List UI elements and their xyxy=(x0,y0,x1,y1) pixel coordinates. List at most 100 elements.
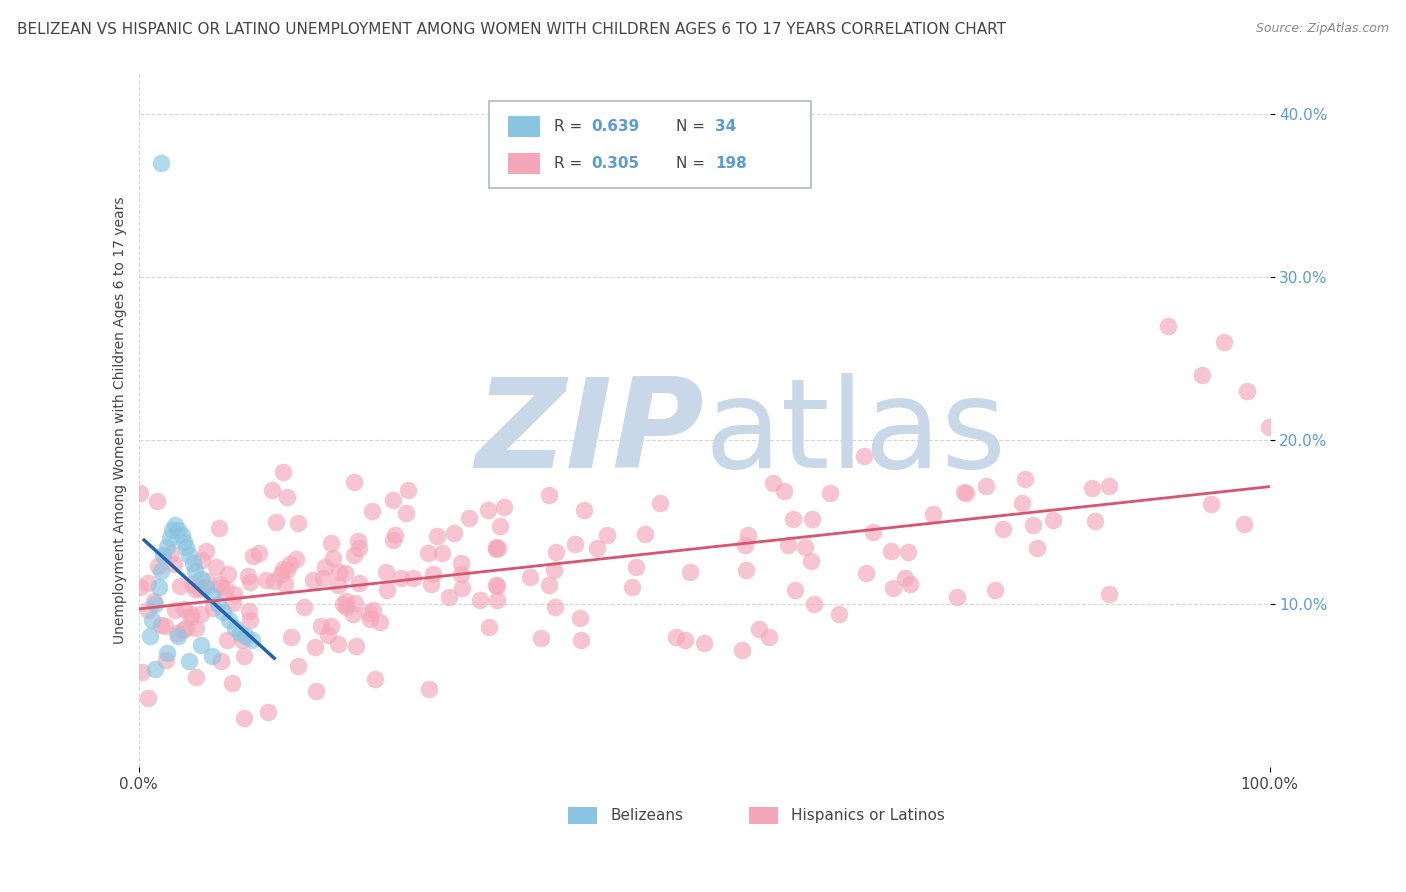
Point xyxy=(284,551,307,566)
Point xyxy=(173,534,195,549)
Point xyxy=(361,504,384,518)
Point xyxy=(485,541,508,555)
Point xyxy=(564,537,586,551)
Point xyxy=(1084,514,1107,528)
Point xyxy=(257,705,280,719)
Point xyxy=(489,518,512,533)
Point xyxy=(458,510,481,524)
Point xyxy=(233,710,256,724)
Point xyxy=(530,632,553,646)
Point xyxy=(156,540,179,554)
Point xyxy=(191,581,214,595)
Text: ZIP: ZIP xyxy=(475,374,704,494)
Point xyxy=(129,580,152,594)
Point xyxy=(543,563,565,577)
Point xyxy=(314,559,336,574)
Point xyxy=(229,626,252,640)
Point xyxy=(335,600,357,615)
Point xyxy=(955,486,977,500)
Point xyxy=(620,580,643,594)
Point xyxy=(731,643,754,657)
Point xyxy=(316,628,339,642)
Point xyxy=(818,486,841,500)
Point xyxy=(396,483,419,497)
Point xyxy=(478,620,501,634)
Point xyxy=(626,560,648,574)
Point xyxy=(880,543,903,558)
Text: Source: ZipAtlas.com: Source: ZipAtlas.com xyxy=(1256,22,1389,36)
Point xyxy=(190,638,212,652)
Point xyxy=(274,576,297,591)
Point xyxy=(1191,368,1213,383)
Point xyxy=(150,564,173,578)
Point xyxy=(332,597,354,611)
Point xyxy=(773,484,796,499)
Point xyxy=(1011,496,1033,510)
Point xyxy=(209,654,232,668)
Point xyxy=(136,603,159,617)
Point xyxy=(302,573,325,587)
Point xyxy=(205,559,228,574)
Point xyxy=(782,512,804,526)
Point xyxy=(239,613,262,627)
Point xyxy=(201,601,224,615)
Point xyxy=(450,566,472,581)
Point xyxy=(375,565,398,579)
Point xyxy=(450,556,472,570)
Point xyxy=(801,512,824,526)
Point xyxy=(634,527,657,541)
Point xyxy=(375,583,398,598)
Point xyxy=(201,589,224,603)
Point xyxy=(312,571,335,585)
Point xyxy=(333,566,356,581)
Point xyxy=(983,582,1005,597)
Point xyxy=(172,623,194,637)
Point xyxy=(1258,419,1281,434)
Point xyxy=(266,515,288,529)
Point xyxy=(1236,384,1258,399)
Point xyxy=(1081,481,1104,495)
Point xyxy=(131,665,153,679)
Point xyxy=(783,582,806,597)
Point xyxy=(538,577,561,591)
Point xyxy=(276,563,298,577)
Point xyxy=(596,528,619,542)
Point xyxy=(304,640,326,655)
Point xyxy=(693,635,716,649)
Text: 34: 34 xyxy=(716,119,737,134)
Point xyxy=(136,576,159,591)
Point xyxy=(1157,319,1180,334)
Point xyxy=(852,450,875,464)
Point xyxy=(922,507,945,521)
Text: 0.305: 0.305 xyxy=(591,156,640,170)
Text: 198: 198 xyxy=(716,156,747,170)
Text: N =: N = xyxy=(676,119,710,134)
Point xyxy=(1022,518,1045,533)
Point xyxy=(305,684,328,698)
Point xyxy=(145,597,167,611)
Point xyxy=(156,646,179,660)
Point xyxy=(190,572,212,586)
Point xyxy=(207,597,229,611)
Point xyxy=(278,557,301,571)
Point xyxy=(145,662,167,676)
Point xyxy=(544,545,567,559)
Point xyxy=(898,577,921,591)
Point xyxy=(166,626,188,640)
Point xyxy=(146,559,169,574)
Point xyxy=(776,538,799,552)
Text: BELIZEAN VS HISPANIC OR LATINO UNEMPLOYMENT AMONG WOMEN WITH CHILDREN AGES 6 TO : BELIZEAN VS HISPANIC OR LATINO UNEMPLOYM… xyxy=(17,22,1005,37)
Text: R =: R = xyxy=(554,156,586,170)
Point xyxy=(347,541,370,556)
Point xyxy=(544,600,567,615)
Point xyxy=(145,494,167,508)
Point xyxy=(793,540,815,554)
Point xyxy=(673,633,696,648)
Point xyxy=(538,488,561,502)
Point xyxy=(569,632,592,647)
Point xyxy=(148,581,170,595)
Point xyxy=(270,566,292,581)
Point xyxy=(159,532,181,546)
Point xyxy=(862,525,884,540)
Point xyxy=(162,524,184,538)
